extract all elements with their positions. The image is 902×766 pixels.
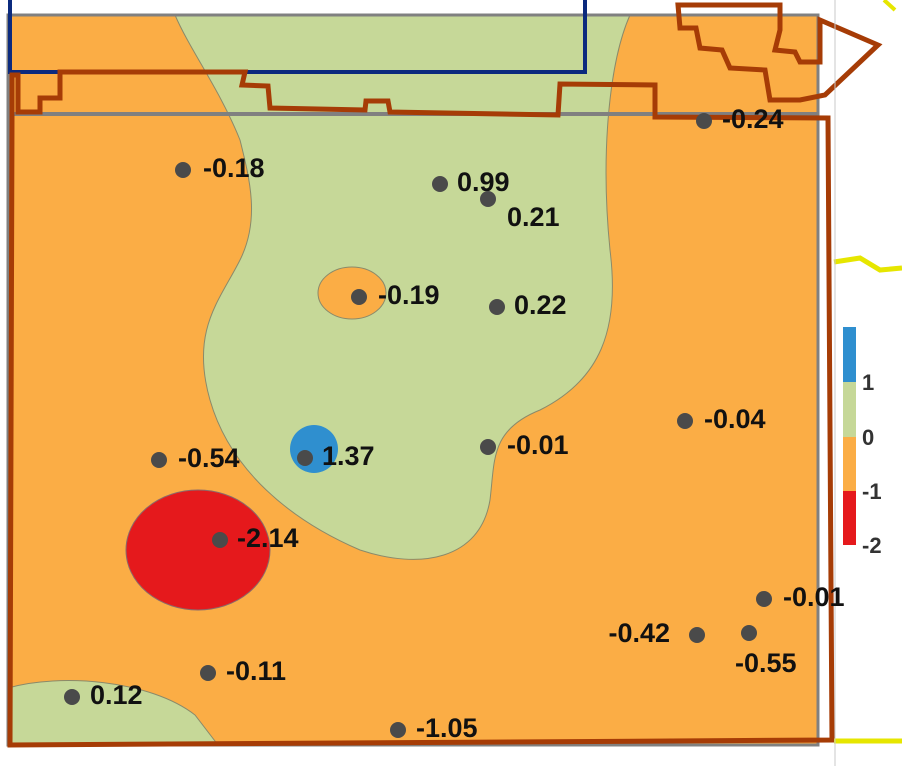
points: -0.24 -0.18 0.99 0.21 -0.19 0.22 -0.04 -0.01 1.3…: [64, 104, 845, 743]
sample-point: [480, 191, 496, 207]
sample-point: [756, 591, 772, 607]
point-label: -0.42: [608, 618, 670, 648]
sample-point: [200, 665, 216, 681]
sample-point: [297, 450, 313, 466]
point-label: -0.55: [735, 648, 797, 678]
legend-label: 0: [862, 425, 874, 450]
brown-boundary: [7, 69, 835, 748]
sample-point: [677, 413, 693, 429]
point-label: -0.18: [203, 153, 265, 183]
point-label: -0.04: [704, 404, 766, 434]
point-label: -0.24: [722, 104, 784, 134]
sample-point: [64, 689, 80, 705]
sample-point: [151, 452, 167, 468]
brown-boundary: [675, 2, 883, 103]
point-label: -1.05: [416, 713, 478, 743]
orange-hole: [317, 266, 387, 320]
sample-point: [351, 289, 367, 305]
point-label: -0.01: [783, 582, 845, 612]
point-label: 1.37: [322, 441, 375, 471]
sample-point: [175, 162, 191, 178]
sample-point: [689, 627, 705, 643]
point-label: 0.99: [457, 167, 510, 197]
legend-label: 1: [862, 370, 874, 395]
sample-point: [212, 532, 228, 548]
point-label: 0.12: [90, 680, 143, 710]
yellow-line: [882, 0, 897, 12]
point-label: -0.11: [226, 656, 286, 686]
legend-label: -2: [862, 533, 882, 558]
green-zone: [174, 14, 631, 560]
legend: 1 0 -1 -2: [843, 327, 882, 558]
red-zone: [125, 489, 271, 611]
point-label: -0.19: [378, 280, 440, 310]
legend-label: -1: [862, 479, 882, 504]
sample-point: [480, 439, 496, 455]
navy-boundary: [8, 0, 587, 74]
yellow-line: [833, 255, 902, 273]
sample-point: [489, 299, 505, 315]
point-label: 0.22: [514, 290, 567, 320]
point-label: -2.14: [237, 523, 299, 553]
green-zone: [7, 680, 220, 746]
sample-point: [741, 625, 757, 641]
point-label: -0.54: [178, 443, 240, 473]
legend-swatch: [843, 327, 856, 382]
point-label: -0.01: [507, 430, 569, 460]
sample-point: [696, 113, 712, 129]
legend-swatch: [843, 491, 856, 545]
legend-swatch: [843, 382, 856, 437]
point-label: 0.21: [507, 202, 560, 232]
sample-point: [390, 722, 406, 738]
sample-point: [432, 176, 448, 192]
legend-swatch: [843, 437, 856, 491]
